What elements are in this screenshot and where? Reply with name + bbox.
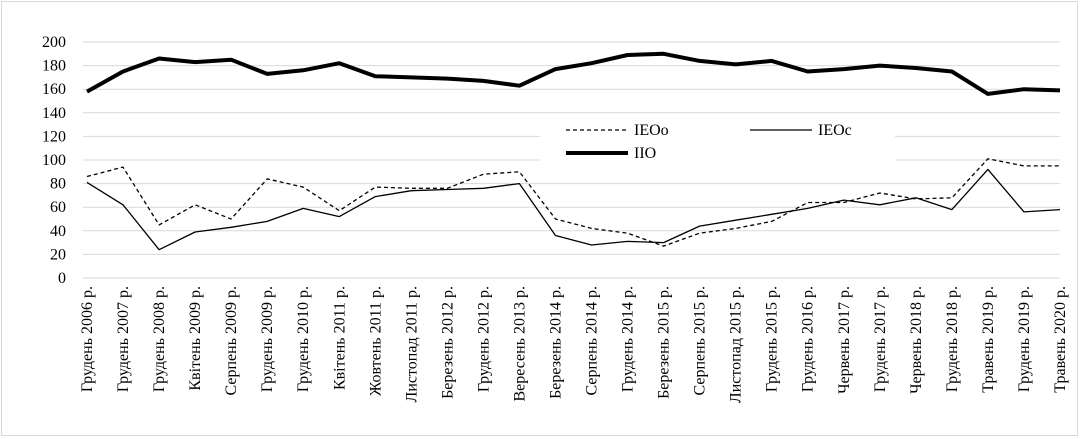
y-tick-label: 100 <box>42 152 66 169</box>
series-lines <box>86 51 1061 251</box>
x-tick-label: Грудень 2009 р. <box>259 286 276 392</box>
x-tick-label: Березень 2012 р. <box>439 286 456 399</box>
y-tick-label: 60 <box>50 199 66 216</box>
legend-label-ieoc: IEOc <box>818 122 852 139</box>
x-tick-label: Грудень 2018 р. <box>944 286 961 392</box>
x-tick-label: Грудень 2006 р. <box>79 286 96 392</box>
x-tick-label: Вересень 2013 р. <box>511 286 528 402</box>
x-tick-label: Травень 2020 р. <box>1052 286 1069 393</box>
legend-label-ieoo: IEOo <box>634 122 669 139</box>
y-tick-label: 200 <box>42 34 66 51</box>
y-tick-label: 120 <box>42 128 66 145</box>
x-tick-label: Березень 2014 р. <box>547 286 564 399</box>
x-tick-label: Травень 2019 р. <box>980 286 997 393</box>
x-tick-label: Грудень 2017 р. <box>872 286 889 392</box>
y-tick-label: 20 <box>50 246 66 263</box>
x-tick-label: Грудень 2010 р. <box>295 286 312 392</box>
series-line-ieoc <box>86 168 1061 251</box>
x-tick-label: Листопад 2015 р. <box>728 286 745 403</box>
x-tick-label: Червень 2017 р. <box>836 286 853 394</box>
y-tick-label: 0 <box>58 270 66 287</box>
x-tick-label: Грудень 2008 р. <box>151 286 168 392</box>
y-axis-ticks: 0 20 40 60 80 100 120 140 160 180 200 <box>42 34 66 287</box>
legend-label-iio: IIO <box>634 145 656 162</box>
series-line-ieoo <box>86 158 1060 247</box>
x-tick-label: Грудень 2019 р. <box>1016 286 1033 392</box>
x-axis-ticks: Грудень 2006 р. Грудень 2007 р. Грудень 20… <box>79 286 1069 403</box>
x-tick-label: Серпень 2009 р. <box>223 286 240 396</box>
x-tick-label: Березень 2015 р. <box>656 286 673 399</box>
series-line-iio <box>86 51 1061 96</box>
x-tick-label: Червень 2018 р. <box>908 286 925 394</box>
x-tick-label: Грудень 2014 р. <box>620 286 637 392</box>
x-tick-label: Листопад 2011 р. <box>403 286 420 403</box>
y-tick-label: 180 <box>42 58 66 75</box>
x-tick-label: Грудень 2016 р. <box>800 286 817 392</box>
x-tick-label: Квітень 2011 р. <box>331 286 348 390</box>
x-tick-label: Серпень 2014 р. <box>584 286 601 396</box>
x-tick-label: Серпень 2015 р. <box>692 286 709 396</box>
x-tick-label: Грудень 2015 р. <box>764 286 781 392</box>
legend-box <box>540 118 895 164</box>
x-tick-label: Грудень 2012 р. <box>475 286 492 392</box>
y-tick-label: 40 <box>50 223 66 240</box>
y-tick-label: 160 <box>42 81 66 98</box>
y-tick-label: 140 <box>42 105 66 122</box>
x-tick-label: Грудень 2007 р. <box>115 286 132 392</box>
x-tick-label: Квітень 2009 р. <box>187 286 204 391</box>
x-tick-label: Жовтень 2011 р. <box>367 286 384 396</box>
y-tick-label: 80 <box>50 176 66 193</box>
legend: IEOo IEOc IIO <box>540 118 895 164</box>
